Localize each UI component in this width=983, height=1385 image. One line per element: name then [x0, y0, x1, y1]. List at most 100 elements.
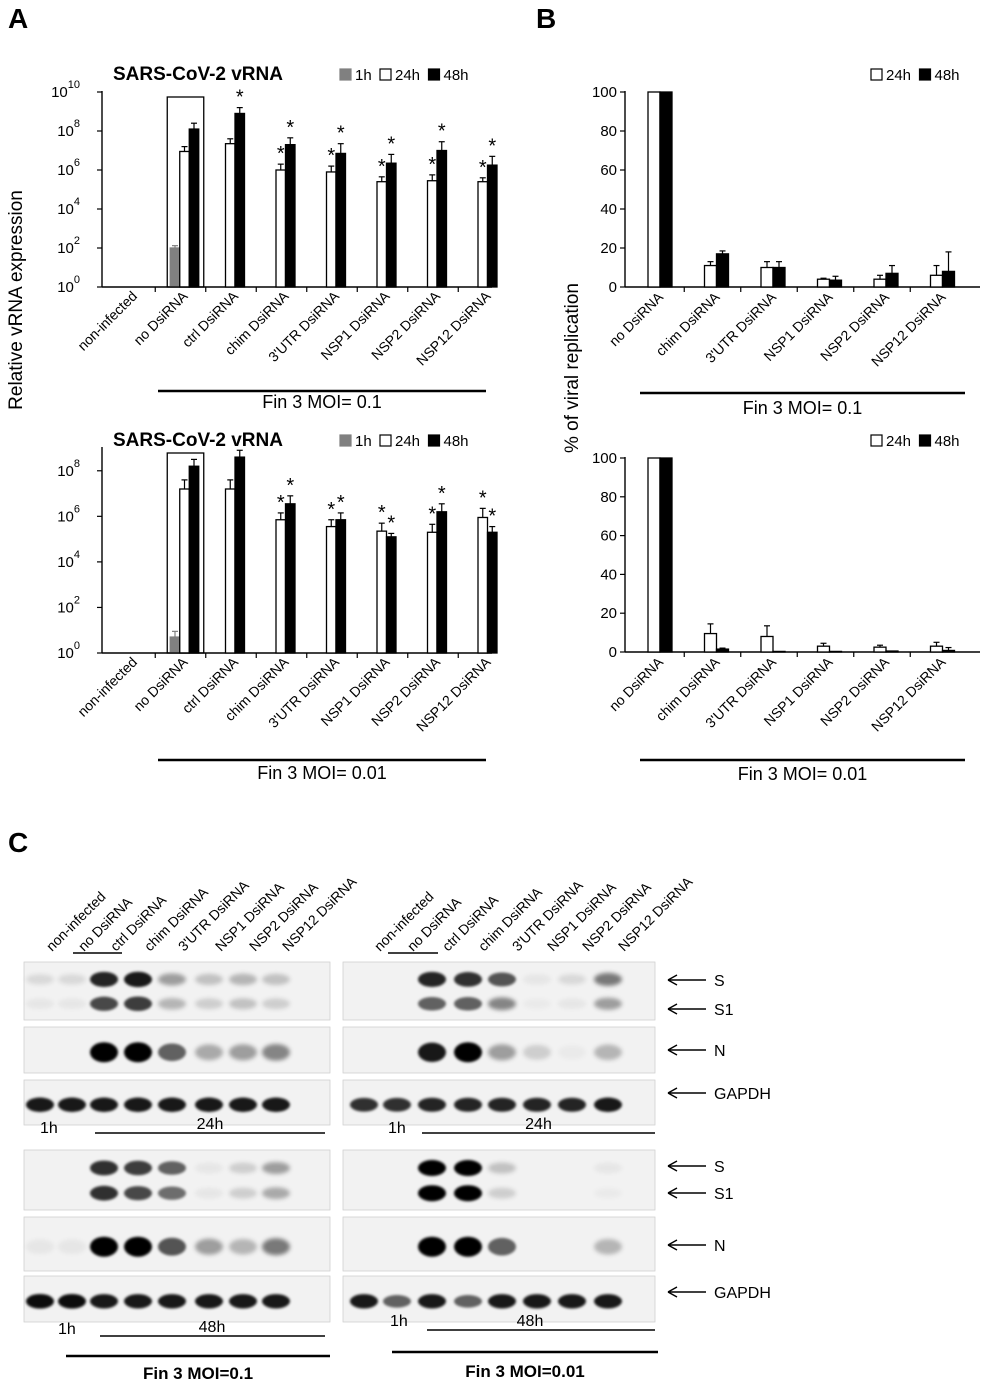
- significance-star: *: [479, 487, 487, 509]
- band-label-n: N: [714, 1238, 726, 1255]
- band-label-s: S: [714, 973, 725, 990]
- bar-24h-nsp12-dsirna: [929, 645, 944, 653]
- legend: 24h 48h: [870, 433, 960, 450]
- blot-band: [195, 973, 223, 986]
- blot-band: [195, 1097, 223, 1112]
- blot-band: [229, 1294, 257, 1309]
- blot-band: [262, 1097, 290, 1112]
- y-tick-label: 80: [600, 489, 617, 506]
- blot-band: [262, 1043, 290, 1061]
- blot-band: [418, 1097, 446, 1112]
- bar-48h-nsp2-dsirna: [436, 149, 448, 288]
- blot-band: [418, 1236, 446, 1257]
- blot-band: [90, 1185, 118, 1201]
- y-tick-label: 100: [57, 274, 80, 296]
- x-tick-label-non-infected: non-infected: [74, 288, 140, 354]
- bar-24h-3-utr-dsirna: [325, 171, 337, 288]
- bar-24h-nsp2-dsirna: [426, 180, 438, 288]
- band-label-s1: S1: [714, 1002, 734, 1019]
- y-tick-label: 102: [57, 235, 80, 257]
- arrow-head: [667, 1160, 678, 1172]
- bar-48h-3-utr-dsirna: [772, 266, 786, 288]
- y-tick-label: 100: [592, 450, 617, 467]
- blot-band: [383, 1295, 411, 1308]
- bar-48h-3-utr-dsirna: [335, 152, 347, 288]
- legend-swatch-24h: [379, 68, 392, 81]
- blot-band: [594, 1162, 622, 1174]
- band-label-s: S: [714, 1159, 725, 1176]
- significance-star: *: [488, 135, 496, 157]
- bar-24h-chim-dsirna: [275, 519, 287, 654]
- legend: 24h 48h: [870, 67, 960, 84]
- bar-24h-nsp12-dsirna: [477, 181, 489, 288]
- blot-band: [229, 1238, 257, 1255]
- blot-strip: [23, 1216, 331, 1272]
- y-tick-label: 60: [600, 162, 617, 179]
- bar-24h-nsp12-dsirna: [477, 516, 489, 654]
- blot-band: [262, 998, 290, 1010]
- bar-48h-nsp1-dsirna: [828, 650, 843, 653]
- bar-1h-no-dsirna: [169, 247, 181, 288]
- blot-band: [229, 1097, 257, 1112]
- arrow-head: [667, 1003, 678, 1015]
- significance-star: *: [428, 503, 436, 525]
- blot-band: [418, 1185, 446, 1202]
- chart-title: SARS-CoV-2 vRNA: [113, 430, 283, 451]
- significance-star: *: [286, 475, 294, 497]
- condition-label: Fin 3 MOI= 0.01: [738, 764, 868, 784]
- bar-24h-nsp1-dsirna: [376, 530, 388, 654]
- bar-48h-nsp12-dsirna: [486, 531, 498, 654]
- blot-band: [488, 1162, 516, 1174]
- condition-label: Fin 3 MOI= 0.1: [743, 398, 863, 418]
- legend-swatch-48h: [918, 68, 932, 81]
- bar-24h-nsp2-dsirna: [873, 646, 887, 653]
- bar-24h-3-utr-dsirna: [325, 525, 337, 654]
- blot-band: [262, 1161, 290, 1175]
- time-label-1h: 1h: [388, 1120, 406, 1137]
- blot-band: [523, 974, 551, 985]
- arrow-head: [667, 1239, 678, 1251]
- x-tick-label-non-infected: non-infected: [74, 654, 140, 720]
- blot-band: [58, 1097, 86, 1112]
- arrow-head: [667, 974, 678, 986]
- significance-star: *: [277, 143, 285, 165]
- blot-band: [124, 1042, 152, 1063]
- blot-strip: [342, 1026, 656, 1074]
- legend-label-24h: 24h: [395, 67, 420, 84]
- blot-band: [124, 1294, 152, 1309]
- blot-condition-right: Fin 3 MOI=0.01: [465, 1362, 585, 1381]
- legend-label-1h: 1h: [355, 67, 372, 84]
- time-label: 24h: [197, 1116, 224, 1133]
- time-label: 48h: [199, 1319, 226, 1336]
- significance-star: *: [337, 492, 345, 514]
- blot-band: [454, 972, 482, 987]
- blot-band: [90, 1097, 118, 1112]
- blot-band: [594, 1188, 622, 1198]
- highlight-box: [166, 452, 205, 654]
- bar-24h-no-dsirna: [647, 457, 661, 653]
- blot-band: [418, 1160, 446, 1176]
- blot-band: [262, 973, 290, 986]
- band-label-gapdh: GAPDH: [714, 1086, 771, 1103]
- significance-star: *: [277, 492, 285, 514]
- significance-star: *: [327, 145, 335, 167]
- blot-band: [523, 999, 551, 1009]
- blot-band: [558, 1045, 586, 1059]
- y-tick-label: 100: [592, 84, 617, 101]
- blot-strip: [23, 961, 331, 1021]
- blot-band: [418, 1294, 446, 1309]
- blot-band: [58, 998, 86, 1009]
- blot-membrane: [342, 961, 656, 1021]
- legend-label-24h: 24h: [886, 433, 911, 450]
- significance-star: *: [378, 502, 386, 524]
- legend-swatch-48h: [427, 68, 441, 81]
- blot-strip: [23, 1079, 331, 1126]
- x-tick-label-no-dsirna: no DsiRNA: [606, 653, 667, 714]
- significance-star: *: [327, 499, 335, 521]
- bar-48h-nsp2-dsirna: [436, 511, 448, 654]
- y-tick-label: 108: [57, 118, 80, 140]
- bar-24h-3-utr-dsirna: [760, 266, 774, 288]
- arrow-head: [667, 1187, 678, 1199]
